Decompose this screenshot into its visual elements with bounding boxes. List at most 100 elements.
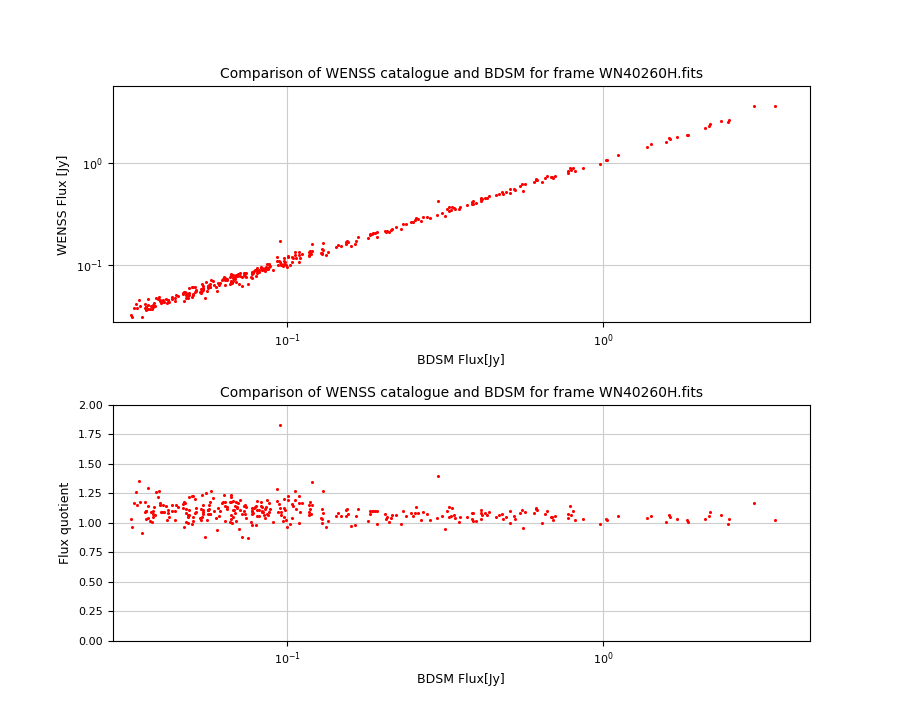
Point [410,214,425,225]
Point [151,293,166,305]
Point [698,122,713,133]
Point [218,515,232,526]
Point [227,504,241,516]
Point [185,288,200,300]
Point [469,516,483,527]
Point [235,280,249,292]
Point [287,485,302,497]
Point [260,509,274,521]
Point [181,509,195,521]
Point [339,235,354,247]
Point [233,504,248,516]
Point [446,202,461,214]
Point [220,274,235,286]
Point [193,512,207,523]
Point [250,267,265,279]
Point [640,141,654,153]
Point [380,225,394,237]
Point [270,484,284,495]
Point [256,264,270,275]
Point [600,155,615,166]
Point [747,497,761,508]
Point [441,205,455,217]
Point [513,180,527,192]
Point [473,505,488,516]
Point [182,289,196,300]
Point [562,162,577,174]
Point [198,531,212,543]
Point [545,515,560,526]
Point [515,179,529,190]
Point [464,196,479,207]
Point [153,294,167,305]
Point [319,521,333,533]
Point [203,485,218,497]
Point [494,508,508,519]
Point [281,495,295,506]
Point [377,508,392,520]
Point [284,512,299,523]
Point [529,503,544,514]
Point [257,265,272,276]
Point [482,506,496,518]
Point [252,510,266,522]
Point [217,490,231,501]
Point [139,304,153,315]
Point [292,249,306,261]
Point [184,490,199,502]
Point [249,500,264,512]
Point [262,258,276,270]
Point [228,273,242,284]
Point [396,505,410,517]
Point [256,264,271,276]
Point [238,501,253,513]
Point [496,188,510,199]
Point [220,274,235,285]
Point [245,266,259,277]
Point [161,296,176,307]
Point [292,518,306,529]
Point [361,515,375,526]
Point [276,493,291,505]
Point [702,510,716,522]
Point [262,261,276,273]
Point [141,500,156,512]
Point [283,518,297,529]
Point [216,496,230,508]
Point [379,226,393,238]
Point [292,490,306,501]
Point [140,294,155,305]
Point [272,498,286,509]
Point [203,508,218,519]
Point [202,278,217,289]
Point [466,515,481,526]
Point [302,250,317,261]
Point [249,271,264,282]
Point [420,211,435,222]
Point [283,259,297,271]
Point [193,287,207,298]
Point [160,515,175,526]
Point [138,506,152,518]
Point [408,508,422,519]
Point [703,507,717,518]
Point [254,261,268,273]
Point [338,510,353,522]
Point [438,523,453,534]
Point [340,237,355,248]
Point [304,248,319,260]
Point [186,490,201,501]
Point [196,282,211,294]
Point [274,258,288,269]
Point [316,507,330,518]
Point [254,497,268,508]
Point [223,271,238,282]
Point [447,512,462,523]
Point [132,497,147,508]
Point [361,233,375,244]
Point [237,269,251,281]
Point [198,292,212,304]
Point [536,176,550,188]
Point [416,506,430,518]
Point [224,509,238,521]
